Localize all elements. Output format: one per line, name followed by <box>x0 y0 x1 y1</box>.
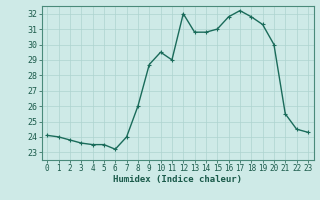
X-axis label: Humidex (Indice chaleur): Humidex (Indice chaleur) <box>113 175 242 184</box>
